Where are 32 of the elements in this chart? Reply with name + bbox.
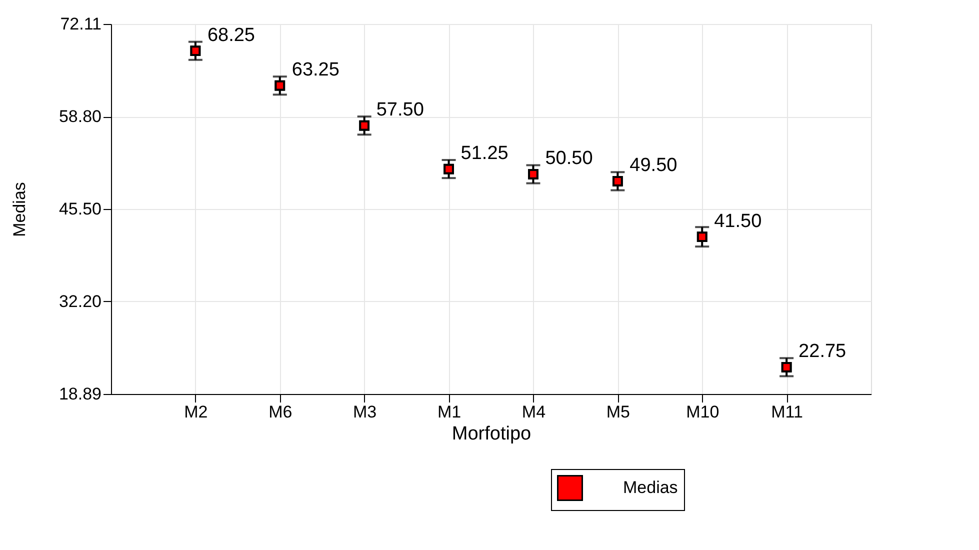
x-tick-label: M11 bbox=[771, 402, 803, 422]
data-label: 41.50 bbox=[714, 210, 762, 232]
y-axis-title: Medias bbox=[10, 182, 29, 237]
y-tick-label: 58.80 bbox=[58, 107, 102, 126]
data-label: 50.50 bbox=[545, 148, 593, 170]
y-tick-label: 32.20 bbox=[58, 292, 102, 311]
point bbox=[359, 120, 370, 131]
y-tick-label: 72.11 bbox=[60, 14, 102, 34]
data-label: 63.25 bbox=[292, 60, 340, 81]
data-label: 68.25 bbox=[207, 24, 255, 46]
data-label: 57.50 bbox=[376, 100, 424, 121]
legend-label: Medias bbox=[623, 478, 678, 497]
x-tick-label: M3 bbox=[353, 402, 377, 422]
x-tick-label: M1 bbox=[437, 402, 462, 422]
y-tick-label: 45.50 bbox=[58, 200, 102, 218]
x-tick-label: M6 bbox=[268, 402, 292, 422]
data-label: 51.25 bbox=[460, 143, 508, 164]
data-label: 22.75 bbox=[798, 341, 846, 362]
x-axis-title: Morfotipo bbox=[452, 424, 532, 444]
x-tick-label: M2 bbox=[184, 402, 208, 422]
point bbox=[528, 169, 538, 180]
point bbox=[781, 362, 792, 372]
point bbox=[696, 232, 708, 242]
data-label: 49.50 bbox=[630, 155, 678, 176]
point bbox=[612, 176, 623, 186]
point bbox=[444, 164, 454, 174]
x-tick-label: M4 bbox=[522, 402, 546, 422]
x-tick-label: M5 bbox=[606, 402, 630, 422]
y-tick-label: 18.89 bbox=[58, 384, 102, 404]
x-tick-label: M10 bbox=[686, 402, 720, 422]
point bbox=[274, 80, 286, 91]
point bbox=[190, 46, 201, 56]
